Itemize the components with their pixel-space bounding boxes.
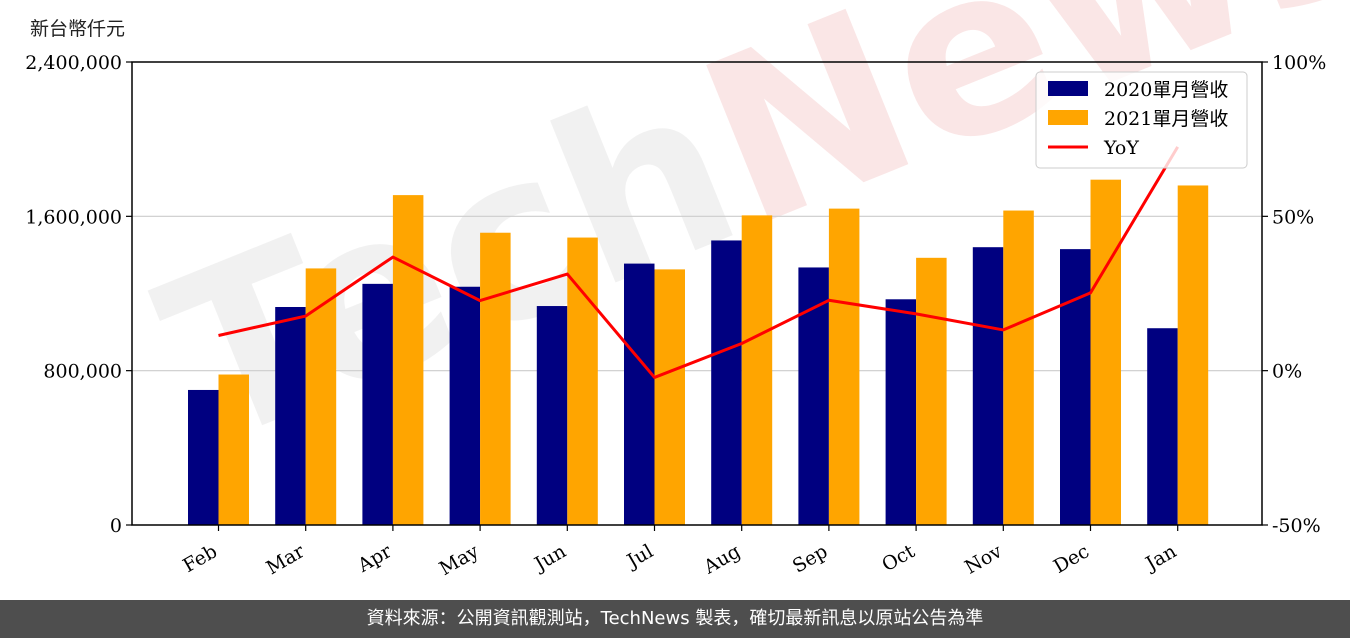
revenue-chart: 0 800,000 1,600,000 2,400,000 -50% 0% 50% 100% F… bbox=[25, 52, 1326, 580]
x-tick-label: Nov bbox=[961, 540, 1006, 579]
bar-2021 bbox=[567, 237, 598, 525]
bar-2020 bbox=[885, 299, 917, 525]
x-tick-label: Jul bbox=[622, 540, 657, 573]
bar-2021 bbox=[1090, 179, 1121, 525]
y-axis-unit-label: 新台幣仟元 bbox=[30, 18, 126, 40]
bar-2021 bbox=[1003, 210, 1034, 525]
x-tick-label: Oct bbox=[878, 540, 919, 576]
y-left-tick-label: 1,600,000 bbox=[25, 206, 122, 228]
bar-2021 bbox=[916, 257, 947, 525]
bar-2021 bbox=[654, 269, 685, 525]
bar-2020 bbox=[972, 247, 1004, 525]
x-tick-label: Jun bbox=[529, 540, 570, 576]
x-tick-label: Feb bbox=[179, 540, 221, 577]
bar-2020 bbox=[188, 389, 219, 525]
legend-box bbox=[1035, 71, 1248, 169]
bar-2021 bbox=[218, 374, 249, 525]
bar-2020 bbox=[536, 306, 568, 525]
x-tick-label: Aug bbox=[699, 540, 744, 579]
x-tick-label: Mar bbox=[263, 540, 309, 579]
x-tick-label: Dec bbox=[1050, 540, 1093, 578]
y-right-tick-label: 50% bbox=[1272, 206, 1314, 228]
bar-2021 bbox=[828, 208, 860, 525]
bar-2020 bbox=[1147, 328, 1178, 525]
source-footer: 資料來源：公開資訊觀測站，TechNews 製表，確切最新訊息以原站公告為準 bbox=[0, 600, 1350, 638]
y-right-tick-label: 0% bbox=[1272, 361, 1302, 383]
bar-2020 bbox=[362, 283, 393, 525]
legend-item-yoy-label: YoY bbox=[1103, 137, 1139, 159]
bar-2020 bbox=[711, 240, 742, 525]
bar-2021 bbox=[392, 195, 424, 526]
bar-2020 bbox=[624, 263, 655, 525]
bar-2020 bbox=[1060, 249, 1091, 526]
legend-item-2021-swatch bbox=[1048, 110, 1088, 125]
legend-item-2020-label: 2020單月營收 bbox=[1104, 79, 1228, 101]
x-tick-label: Sep bbox=[789, 540, 832, 577]
x-tick-label: May bbox=[436, 540, 483, 580]
legend-item-2021-label: 2021單月營收 bbox=[1104, 108, 1228, 130]
y-right-tick-label: -50% bbox=[1272, 515, 1321, 537]
legend-item-2020-swatch bbox=[1048, 81, 1088, 96]
y-left-tick-label: 800,000 bbox=[43, 361, 122, 383]
bar-2021 bbox=[741, 215, 773, 525]
bar-2020 bbox=[798, 267, 829, 525]
y-left-tick-label: 2,400,000 bbox=[25, 52, 122, 74]
x-tick-label: Jan bbox=[1140, 540, 1180, 576]
x-tick-label: Apr bbox=[353, 540, 396, 577]
y-left-tick-label: 0 bbox=[110, 515, 122, 537]
bar-2021 bbox=[1177, 185, 1209, 525]
bar-2020 bbox=[449, 286, 481, 525]
y-right-tick-label: 100% bbox=[1272, 52, 1326, 74]
plot-frame bbox=[131, 61, 1263, 526]
yoy-line bbox=[218, 146, 1179, 379]
bar-2021 bbox=[480, 232, 511, 525]
bar-2020 bbox=[275, 307, 306, 525]
